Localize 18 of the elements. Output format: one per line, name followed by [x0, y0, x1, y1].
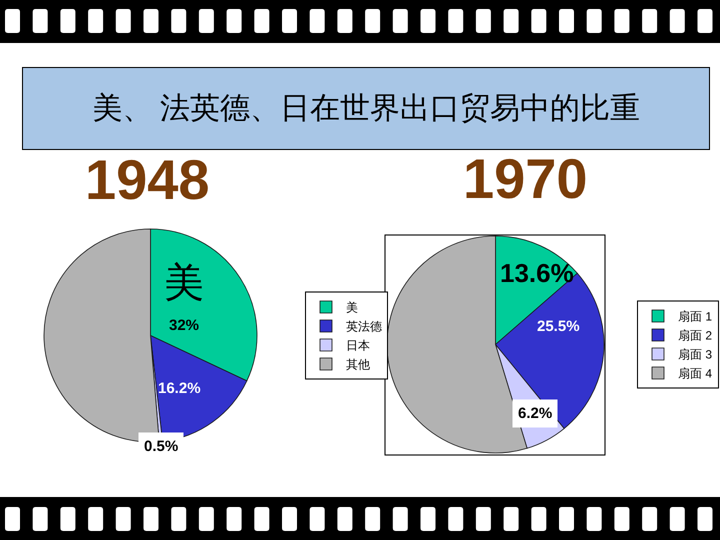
chart-title: 美、 法英德、日在世界出口贸易中的比重	[92, 92, 640, 125]
data-label: 25.5%	[537, 318, 580, 335]
data-label: 32%	[169, 317, 200, 334]
chart-subtitle: 1948	[85, 148, 210, 211]
legend-label: 英法德	[346, 320, 382, 334]
legend-label: 日本	[346, 338, 370, 353]
legend-label: 扇面 1	[678, 310, 712, 324]
data-label: 16.2%	[158, 380, 201, 397]
legend-label: 美	[346, 300, 358, 315]
legend-label: 扇面 3	[678, 348, 712, 362]
legend-label: 其他	[346, 358, 370, 372]
data-label: 6.2%	[518, 405, 552, 422]
chart-subtitle: 1970	[463, 147, 588, 210]
text: 美	[164, 260, 204, 305]
data-label: 13.6%	[500, 258, 574, 288]
data-label: 0.5%	[144, 438, 178, 455]
legend-label: 扇面 4	[678, 366, 712, 381]
legend-label: 扇面 2	[678, 328, 712, 343]
